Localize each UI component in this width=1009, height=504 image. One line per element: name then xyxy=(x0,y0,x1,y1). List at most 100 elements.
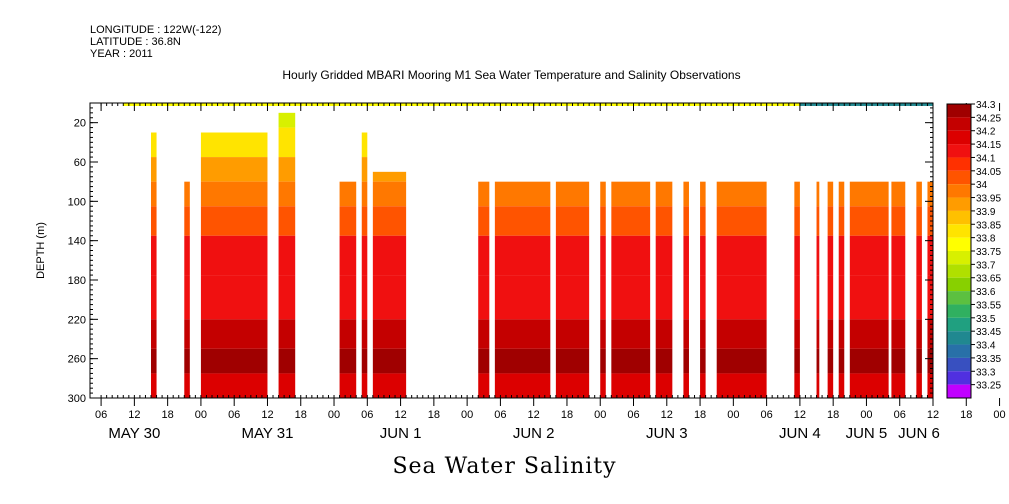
salinity-cell xyxy=(339,275,357,320)
salinity-cell xyxy=(361,319,368,349)
salinity-cell xyxy=(827,235,834,276)
x-day-label: JUN 1 xyxy=(380,425,422,442)
y-tick-label: 180 xyxy=(68,275,86,287)
x-tick-label: 06 xyxy=(894,409,906,421)
salinity-cell xyxy=(372,171,407,182)
x-tick-label: 00 xyxy=(195,409,207,421)
salinity-cell xyxy=(816,235,820,276)
x-day-label: MAY 31 xyxy=(241,425,293,442)
colorbar-label: 34 xyxy=(976,180,988,191)
colorbar-label: 33.95 xyxy=(976,194,1001,205)
salinity-cell xyxy=(916,235,922,276)
salinity-cell xyxy=(600,206,606,236)
salinity-cell xyxy=(278,206,296,236)
salinity-cell xyxy=(916,319,922,349)
salinity-cell xyxy=(200,132,268,158)
colorbar-label: 33.75 xyxy=(976,247,1001,258)
salinity-cell xyxy=(794,319,800,349)
salinity-cell xyxy=(478,235,490,276)
salinity-cell xyxy=(816,181,820,207)
x-axis-title: Sea Water Salinity xyxy=(392,454,617,479)
salinity-cell xyxy=(555,373,590,398)
salinity-cell xyxy=(361,373,368,398)
salinity-cell xyxy=(683,275,689,320)
colorbar-label: 33.25 xyxy=(976,381,1001,392)
colorbar-cell xyxy=(947,144,971,158)
x-tick-label: 00 xyxy=(727,409,739,421)
x-tick-label: 06 xyxy=(361,409,373,421)
salinity-cell xyxy=(655,235,673,276)
salinity-cell xyxy=(600,235,606,276)
salinity-cell xyxy=(716,206,767,236)
colorbar-label: 34.25 xyxy=(976,113,1001,124)
salinity-cell xyxy=(655,206,673,236)
salinity-cell xyxy=(816,373,820,398)
colorbar-cell xyxy=(947,277,971,292)
salinity-cell xyxy=(683,373,689,398)
longitude-label: LONGITUDE : 122W(-122) xyxy=(90,24,222,36)
colorbar-label: 33.65 xyxy=(976,274,1001,285)
salinity-cell xyxy=(816,319,820,349)
salinity-cell xyxy=(555,181,590,207)
latitude-label: LATITUDE : 36.8N xyxy=(90,36,181,48)
x-tick-label: 12 xyxy=(261,409,273,421)
salinity-cell xyxy=(891,373,906,398)
salinity-cell xyxy=(794,181,800,207)
salinity-cell xyxy=(849,319,889,349)
y-axis-label: DEPTH (m) xyxy=(35,222,47,279)
salinity-cell xyxy=(361,235,368,276)
x-day-label: MAY 30 xyxy=(108,425,160,442)
salinity-cell xyxy=(716,181,767,207)
salinity-cell xyxy=(838,206,845,236)
salinity-cell xyxy=(200,319,268,349)
salinity-cell xyxy=(339,235,357,276)
salinity-cell xyxy=(700,348,706,374)
salinity-cell xyxy=(891,275,906,320)
colorbar-label: 34.15 xyxy=(976,140,1001,151)
salinity-cell xyxy=(372,181,407,207)
x-tick-label: 00 xyxy=(594,409,606,421)
salinity-cell xyxy=(339,206,357,236)
salinity-cell xyxy=(683,206,689,236)
x-tick-label: 06 xyxy=(228,409,240,421)
colorbar-cell xyxy=(947,357,971,372)
colorbar-cell xyxy=(947,184,971,198)
salinity-cell xyxy=(478,348,490,374)
salinity-cell xyxy=(849,373,889,398)
salinity-cell xyxy=(611,235,651,276)
salinity-cell xyxy=(655,348,673,374)
colorbar-label: 33.8 xyxy=(976,234,996,245)
colorbar-label: 33.45 xyxy=(976,327,1001,338)
salinity-cell xyxy=(478,373,490,398)
salinity-cell xyxy=(361,206,368,236)
salinity-cell xyxy=(339,373,357,398)
colorbar-cell xyxy=(947,104,971,118)
salinity-cell xyxy=(600,348,606,374)
salinity-cell xyxy=(200,181,268,207)
salinity-cell xyxy=(891,235,906,276)
colorbar-cell xyxy=(947,344,971,358)
salinity-cell xyxy=(478,206,490,236)
salinity-cell xyxy=(916,206,922,236)
x-tick-label: 00 xyxy=(860,409,872,421)
colorbar-label: 34.05 xyxy=(976,167,1001,178)
salinity-cell xyxy=(916,373,922,398)
salinity-cell xyxy=(555,235,590,276)
x-tick-label: 12 xyxy=(528,409,540,421)
x-tick-label: 00 xyxy=(461,409,473,421)
salinity-cell xyxy=(838,373,845,398)
salinity-cell xyxy=(700,275,706,320)
x-tick-label: 18 xyxy=(162,409,174,421)
salinity-cell xyxy=(151,132,157,158)
salinity-cell xyxy=(278,127,296,158)
colorbar-label: 34.2 xyxy=(976,127,996,138)
salinity-cell xyxy=(655,319,673,349)
salinity-cell xyxy=(600,319,606,349)
salinity-cell xyxy=(891,181,906,207)
y-tick-label: 260 xyxy=(68,354,86,366)
salinity-cell xyxy=(827,206,834,236)
salinity-cell xyxy=(700,373,706,398)
colorbar-label: 33.85 xyxy=(976,220,1001,231)
salinity-cell xyxy=(494,235,551,276)
salinity-cell xyxy=(716,348,767,374)
